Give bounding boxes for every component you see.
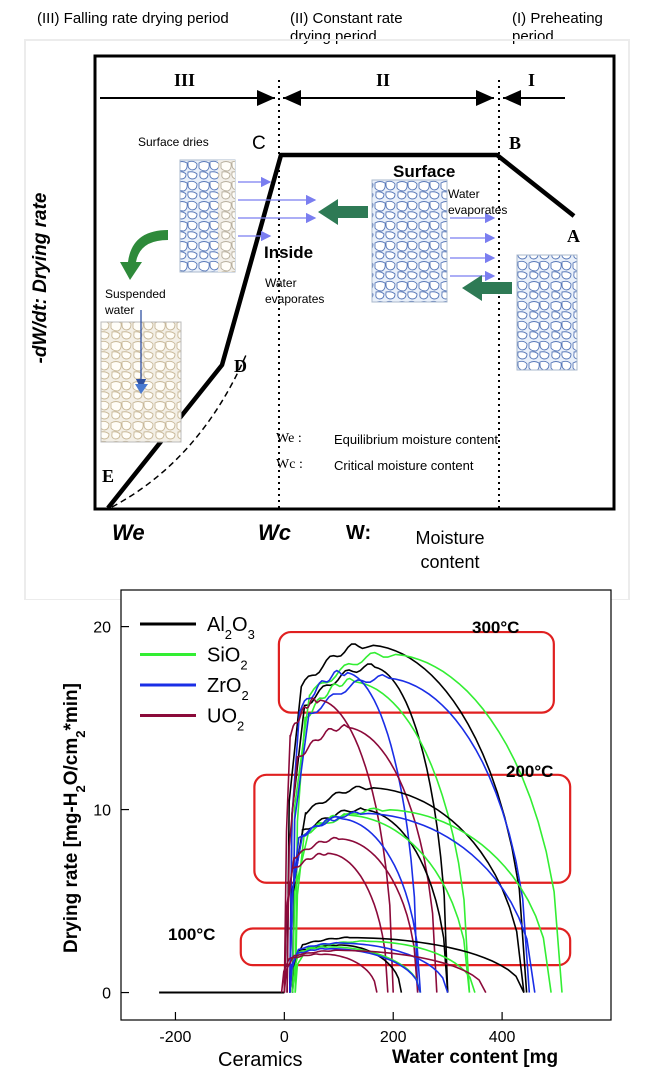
- surface-water-evaporates-label: Water evaporates: [448, 187, 508, 217]
- series-line-UO2-14: [283, 836, 419, 993]
- inside-water-evaporates-label: Water evaporates: [265, 276, 325, 306]
- series-line-ZrO2-21: [289, 947, 422, 993]
- roman-I: I: [528, 70, 536, 90]
- legend-label-UO2: UO2: [207, 706, 244, 734]
- preheating-image: [516, 254, 578, 371]
- heat-arrow-surface: [462, 275, 512, 301]
- heat-arrow-inside: [318, 199, 368, 225]
- series-line-Al2O3-0: [286, 643, 528, 993]
- x-tick-label-400: 400: [489, 1029, 516, 1046]
- legend-label-ZrO2: ZrO2: [207, 675, 249, 703]
- temp-label-2: 100°C: [168, 925, 215, 944]
- point-B: B: [509, 133, 522, 153]
- legend-label-Al2O3: Al2O3: [207, 614, 255, 642]
- x-label-wc: Wc: [258, 520, 291, 545]
- series-line-SiO2-19: [291, 945, 422, 993]
- temp-label-0: 300°C: [472, 618, 519, 637]
- we-def-symbol: We :: [276, 431, 302, 446]
- wc-definition: Critical moisture content: [334, 458, 474, 473]
- suspended-water-label: Suspended water: [105, 287, 166, 317]
- ceramics-label: Ceramics: [218, 1049, 302, 1071]
- we-definition: Equilibrium moisture content: [334, 432, 499, 447]
- series-line-UO2-6: [283, 697, 394, 993]
- dashed-falling-curve: [111, 354, 247, 508]
- diagram-y-axis-title: -dW/dt: Drying rate: [30, 192, 51, 364]
- series-line-Al2O3-8: [291, 785, 525, 993]
- x-label-w: W:: [346, 522, 372, 544]
- y-tick-label-0: 0: [102, 986, 111, 1003]
- curved-green-arrow: [120, 230, 168, 280]
- series-line-SiO2-3: [294, 677, 471, 993]
- evaporation-arrows-left: [238, 176, 317, 242]
- series-line-Al2O3-9: [289, 807, 449, 993]
- surface-label: Surface: [393, 162, 456, 181]
- series-line-ZrO2-4: [289, 669, 419, 993]
- y-tick-label-10: 10: [93, 803, 111, 820]
- legend-label-SiO2: SiO2: [207, 645, 248, 673]
- y-tick-label-20: 20: [93, 620, 111, 637]
- drying-curve: [106, 152, 576, 510]
- x-label-we: We: [112, 520, 145, 545]
- series-line-ZrO2-13: [289, 817, 422, 993]
- series-line-UO2-23: [280, 953, 378, 993]
- series-line-UO2-15: [283, 852, 389, 993]
- outer-frame: [24, 39, 630, 600]
- inside-label: Inside: [264, 243, 314, 262]
- temp-label-1: 200°C: [506, 762, 553, 781]
- group-box-200: [253, 773, 572, 884]
- wc-def-symbol: Wc :: [276, 457, 303, 472]
- x-tick-label-200: 200: [380, 1029, 407, 1046]
- group-box-100: [239, 927, 572, 967]
- roman-II: II: [376, 70, 391, 90]
- series-line-Al2O3-1: [289, 663, 449, 993]
- evaporation-arrows-right: [450, 212, 496, 282]
- constant-rate-image: [371, 179, 448, 303]
- point-C: C: [252, 133, 266, 154]
- x-axis-label: Water content [mg: [392, 1047, 558, 1068]
- series-line-UO2-22: [283, 949, 487, 993]
- x-label-moisture-content: Moisture content: [415, 528, 485, 572]
- drying-curve-diagram: [24, 39, 630, 600]
- point-A: A: [567, 226, 580, 246]
- roman-III: III: [174, 70, 196, 90]
- surface-dries-label: Surface dries: [138, 135, 209, 149]
- point-E: E: [102, 466, 115, 486]
- plot-frame: [120, 589, 612, 1021]
- x-tick-label-0: 0: [280, 1029, 289, 1046]
- series-line-UO2-7: [286, 723, 438, 993]
- point-D: D: [234, 356, 247, 376]
- group-box-300: [277, 630, 555, 714]
- x-tick-label--200: -200: [159, 1029, 191, 1046]
- y-axis-label: Drying rate [mg-H2O/cm2*min]: [61, 683, 88, 953]
- series-line-Al2O3-16: [291, 936, 525, 993]
- period-3-header: (III) Falling rate drying period: [37, 10, 229, 27]
